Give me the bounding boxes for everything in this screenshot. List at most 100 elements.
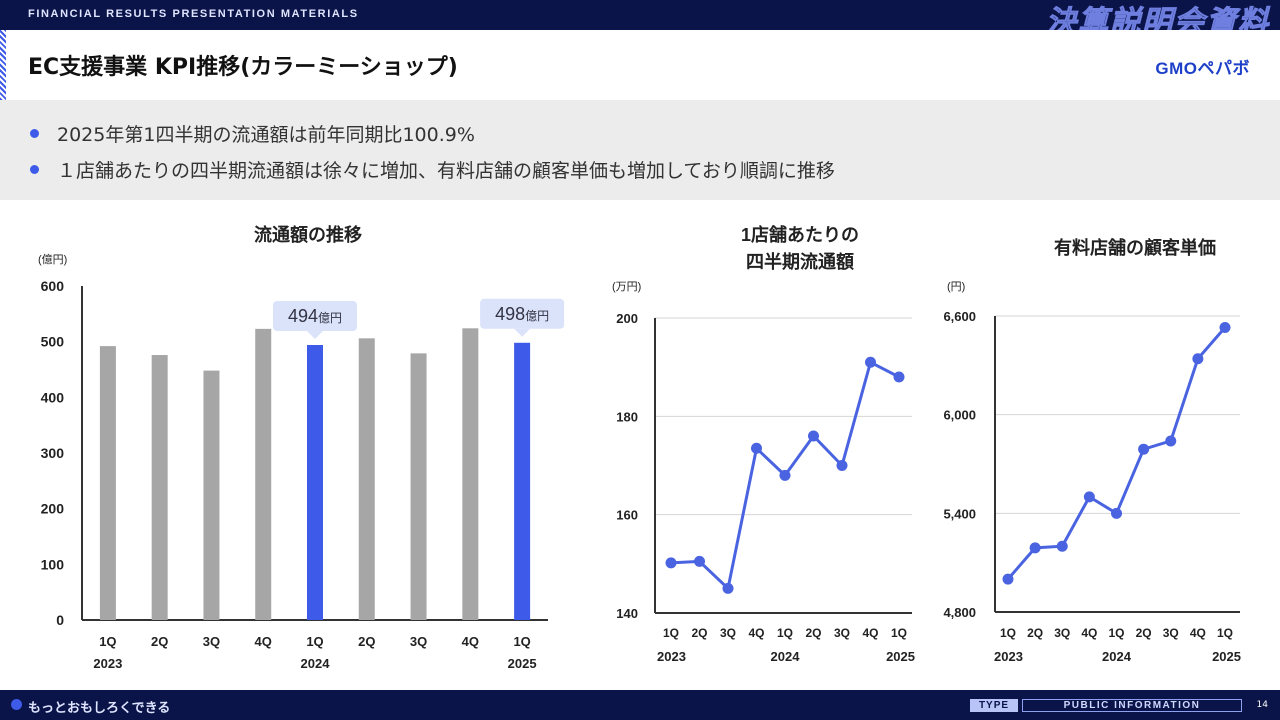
- value-callout-pointer: [307, 331, 323, 340]
- data-point: [1056, 540, 1068, 552]
- page-number: 14: [1256, 700, 1268, 710]
- data-point: [1192, 353, 1204, 365]
- x-tick-label: 3Q: [410, 634, 427, 649]
- y-tick-label: 500: [41, 334, 65, 350]
- x-tick-label: 4Q: [462, 634, 479, 649]
- value-callout-pointer: [514, 328, 531, 337]
- y-tick-label: 160: [616, 508, 638, 523]
- bar: [514, 342, 531, 620]
- footer-slogan: もっとおもしろくできる: [28, 701, 171, 716]
- bullet-dot-icon: [30, 129, 39, 138]
- header-subtitle: FINANCIAL RESULTS PRESENTATION MATERIALS: [28, 8, 359, 20]
- x-year-label: 2023: [994, 649, 1023, 664]
- x-tick-label: 1Q: [1000, 626, 1016, 640]
- data-point: [1138, 443, 1150, 455]
- y-tick-label: 100: [41, 556, 65, 572]
- bar-chart-unit: (億円): [38, 253, 67, 266]
- public-information-label: PUBLIC INFORMATION: [1022, 699, 1242, 712]
- data-point: [1219, 322, 1231, 334]
- bar: [410, 353, 427, 620]
- data-point: [1165, 435, 1177, 447]
- x-tick-label: 1Q: [1217, 626, 1233, 640]
- y-tick-label: 200: [41, 501, 65, 517]
- data-point: [865, 356, 876, 368]
- x-year-label: 2024: [1102, 649, 1132, 664]
- x-tick-label: 2Q: [151, 634, 168, 649]
- line-chart-1-title-line2: 四半期流通額: [746, 251, 854, 272]
- x-tick-label: 1Q: [891, 626, 907, 640]
- x-tick-label: 3Q: [720, 626, 736, 640]
- x-tick-label: 2Q: [1027, 626, 1043, 640]
- x-year-label: 2025: [508, 656, 537, 671]
- x-tick-label: 3Q: [203, 634, 220, 649]
- line-chart-2-title: 有料店舗の顧客単価: [1054, 237, 1216, 258]
- x-year-label: 2025: [1212, 649, 1241, 664]
- charts-canvas: 流通額の推移 (億円) 1店舗あたりの 四半期流通額 (万円) 有料店舗の顧客単…: [38, 224, 1241, 671]
- bullet-item: １店舗あたりの四半期流通額は徐々に増加、有料店舗の顧客単価も増加しており順調に推…: [30, 156, 835, 183]
- summary-panel: [0, 100, 1280, 200]
- x-tick-label: 4Q: [1190, 626, 1206, 640]
- data-point: [836, 460, 848, 471]
- x-year-label: 2025: [886, 649, 915, 664]
- x-tick-label: 1Q: [663, 626, 679, 640]
- y-tick-label: 400: [41, 389, 65, 405]
- bar: [203, 370, 220, 620]
- bar: [358, 338, 375, 620]
- type-label: TYPE: [970, 699, 1018, 712]
- value-callout-text: 494億円: [288, 306, 342, 326]
- x-tick-label: 1Q: [777, 626, 793, 640]
- x-tick-label: 2Q: [691, 626, 707, 640]
- line-chart-1-unit: (万円): [612, 281, 641, 293]
- callout-value: 498: [495, 304, 525, 324]
- x-tick-label: 4Q: [862, 626, 878, 640]
- data-point: [893, 371, 905, 383]
- y-tick-label: 4,800: [943, 605, 976, 620]
- data-point: [694, 555, 705, 567]
- x-tick-label: 3Q: [834, 626, 850, 640]
- bullet-text: １店舗あたりの四半期流通額は徐々に増加、有料店舗の顧客単価も増加しており順調に推…: [57, 160, 835, 182]
- x-tick-label: 2Q: [1136, 626, 1152, 640]
- x-year-label: 2024: [301, 656, 331, 671]
- bullet-item: 2025年第1四半期の流通額は前年同期比100.9%: [30, 120, 475, 147]
- x-tick-label: 4Q: [748, 626, 764, 640]
- bar: [255, 328, 272, 620]
- y-tick-label: 6,600: [943, 309, 976, 324]
- title-bar: EC支援事業 KPI推移(カラーミーショップ) GMOペパボ: [0, 30, 1280, 100]
- x-year-label: 2023: [93, 656, 122, 671]
- value-callout-text: 498億円: [495, 304, 549, 324]
- x-tick-label: 4Q: [1081, 626, 1097, 640]
- data-point: [1083, 491, 1095, 503]
- data-point: [1111, 507, 1122, 519]
- callout-unit: 億円: [318, 311, 342, 325]
- location-pin-icon: [11, 699, 22, 710]
- line-chart-2-unit: (円): [947, 281, 965, 293]
- bar-chart-title: 流通額の推移: [254, 224, 362, 245]
- y-tick-label: 140: [616, 606, 638, 621]
- data-point: [1029, 542, 1041, 554]
- value-callout-box: [480, 298, 565, 329]
- data-point: [1002, 573, 1014, 585]
- bar: [462, 328, 479, 620]
- x-year-label: 2024: [771, 649, 801, 664]
- x-tick-label: 1Q: [306, 634, 323, 649]
- bullet-dot-icon: [30, 165, 39, 174]
- x-tick-label: 4Q: [255, 634, 272, 649]
- x-tick-label: 1Q: [513, 634, 530, 649]
- x-tick-label: 2Q: [805, 626, 821, 640]
- y-tick-label: 5,400: [943, 506, 976, 521]
- bar: [99, 346, 116, 620]
- x-tick-label: 1Q: [99, 634, 116, 649]
- bar: [307, 345, 323, 620]
- data-point: [722, 582, 734, 594]
- x-year-label: 2023: [657, 649, 686, 664]
- title-accent-stripe: [0, 30, 6, 100]
- y-tick-label: 200: [616, 311, 638, 326]
- footer-bar: もっとおもしろくできる TYPE PUBLIC INFORMATION 14: [0, 690, 1280, 720]
- x-tick-label: 3Q: [1054, 626, 1070, 640]
- data-point: [779, 469, 791, 481]
- x-tick-label: 3Q: [1163, 626, 1179, 640]
- value-callout-box: [273, 301, 357, 332]
- data-point: [665, 557, 677, 569]
- data-point: [751, 442, 762, 454]
- slide-title: EC支援事業 KPI推移(カラーミーショップ): [28, 55, 458, 80]
